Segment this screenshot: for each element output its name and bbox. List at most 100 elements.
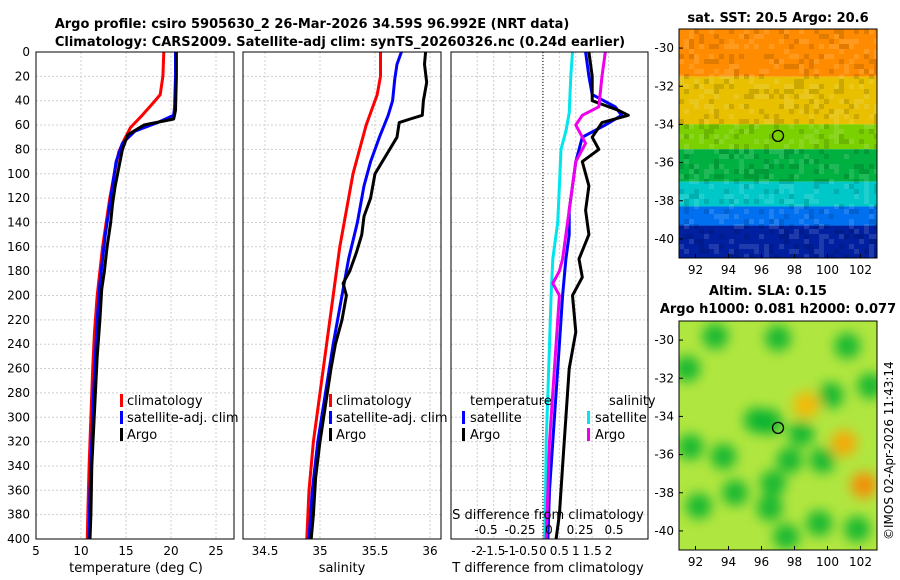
sst-pixel [704,199,709,204]
sst-pixel [689,44,694,49]
sst-pixel [784,89,789,94]
sst-pixel [809,84,814,89]
sst-pixel [824,54,829,59]
sst-pixel [749,109,754,114]
sst-pixel [849,59,854,64]
sla-blob [831,430,857,457]
sst-pixel [789,44,794,49]
sst-pixel [834,44,839,49]
sst-band [679,29,877,77]
sst-pixel [679,194,684,199]
sst-pixel [759,109,764,114]
sst-pixel [819,169,824,174]
sst-pixel [819,234,824,239]
sla-blob [844,516,871,543]
sst-pixel [689,164,694,169]
sst-pixel [704,134,709,139]
sst-pixel [684,209,689,214]
legend-label: Argo [127,428,157,443]
sst-pixel [689,149,694,154]
sst-pixel [729,199,734,204]
sst-pixel [839,84,844,89]
map-y-tick-label: -30 [654,333,674,347]
sst-pixel [839,234,844,239]
sst-pixel [724,69,729,74]
sst-pixel [754,94,759,99]
sst-pixel [859,69,864,74]
sst-pixel [779,154,784,159]
sst-pixel [774,59,779,64]
sst-pixel [839,109,844,114]
legend-label: Argo [470,428,500,443]
sst-pixel [794,209,799,214]
map-y-tick-label: -34 [654,409,674,423]
x-tick-label: 1.5 [583,544,602,558]
sst-pixel [864,189,869,194]
sst-pixel [789,89,794,94]
sst-pixel [814,254,819,258]
sst-pixel [854,164,859,169]
sst-pixel [799,229,804,234]
sst-pixel [769,224,774,229]
sst-pixel [769,214,774,219]
sst-pixel [819,244,824,249]
map-x-tick-label: 92 [688,263,703,277]
sst-pixel [689,169,694,174]
sst-pixel [769,199,774,204]
sst-pixel [869,249,874,254]
sst-pixel [859,164,864,169]
sst-pixel [699,134,704,139]
map-y-tick-label: -32 [654,79,674,93]
sst-pixel [694,99,699,104]
sst-pixel [794,204,799,209]
sst-pixel [684,149,689,154]
sst-pixel [744,119,749,124]
sst-pixel [764,94,769,99]
sst-pixel [819,54,824,59]
sst-pixel [769,229,774,234]
sst-pixel [794,94,799,99]
sst-pixel [794,234,799,239]
sst-pixel [809,214,814,219]
sst-pixel [784,184,789,189]
sst-pixel [794,229,799,234]
map-y-tick-label: -34 [654,117,674,131]
sst-pixel [809,89,814,94]
sst-pixel [864,194,869,199]
sst-pixel [834,129,839,134]
sst-pixel [859,84,864,89]
sst-pixel [679,164,684,169]
legend-swatch [120,394,123,407]
sst-pixel [719,39,724,44]
sst-pixel [734,179,739,184]
sst-pixel [829,69,834,74]
sst-pixel [814,89,819,94]
sst-map-panel: 92 94 96 98 100 102 -30 -32 -34 -36 -38 -40 [654,28,878,277]
sst-pixel [734,64,739,69]
sst-pixel [729,59,734,64]
sst-pixel [729,29,734,34]
sst-pixel [684,134,689,139]
sst-pixel [814,129,819,134]
sla-blob [809,447,836,474]
sst-pixel [714,159,719,164]
sst-pixel [704,179,709,184]
sst-pixel [714,34,719,39]
sst-pixel [709,44,714,49]
sst-pixel [784,29,789,34]
sst-pixel [759,209,764,214]
sst-pixel [744,104,749,109]
map-x-tick-label: 94 [721,263,736,277]
sst-pixel [809,124,814,129]
y-tick-label: 380 [7,508,30,522]
sst-pixel [874,239,877,244]
header-title: Argo profile: csiro 5905630_2 26-Mar-202… [55,17,570,32]
sst-pixel [689,124,694,129]
sst-pixel [734,199,739,204]
sst-pixel [719,244,724,249]
sst-pixel [844,39,849,44]
sst-pixel [834,29,839,34]
sst-pixel [724,209,729,214]
sst-pixel [834,204,839,209]
